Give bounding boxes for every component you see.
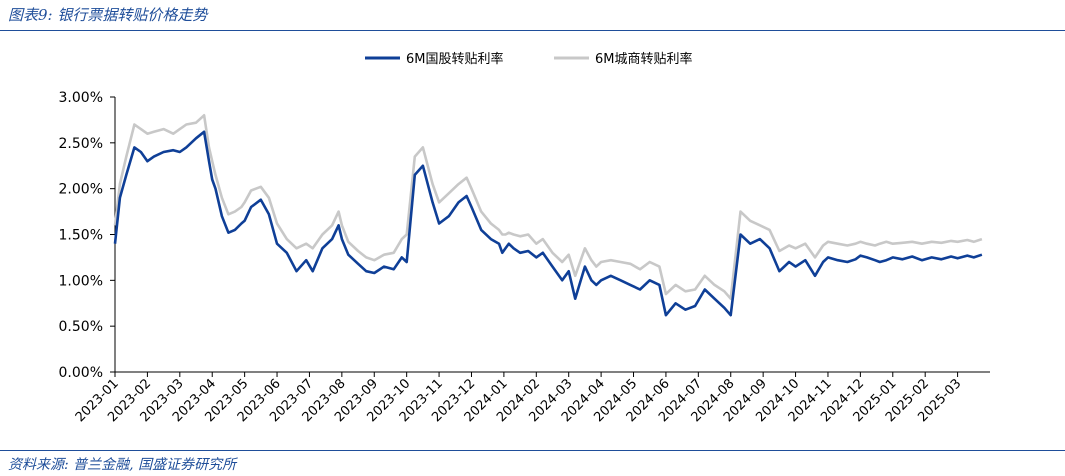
chart-series xyxy=(113,114,983,317)
y-tick-label: 2.00% xyxy=(59,182,103,198)
chart-legend: 6M国股转贴利率 6M城商转贴利率 xyxy=(365,51,693,67)
top-divider xyxy=(0,30,1065,31)
legend-label: 6M城商转贴利率 xyxy=(595,51,693,67)
chart-axes: 0.00%0.50%1.00%1.50%2.00%2.50%3.00%2023-… xyxy=(59,90,990,425)
y-tick-label: 0.50% xyxy=(59,319,103,335)
source-note: 资料来源: 普兰金融, 国盛证券研究所 xyxy=(8,457,237,473)
y-tick-label: 0.00% xyxy=(59,365,103,381)
bottom-divider xyxy=(0,450,1065,451)
y-tick-label: 2.50% xyxy=(59,136,103,152)
legend-label: 6M国股转贴利率 xyxy=(406,51,504,67)
y-tick-label: 1.00% xyxy=(59,273,103,289)
series-line-guogu xyxy=(113,130,983,317)
figure-title: 图表9: 银行票据转贴价格走势 xyxy=(8,6,208,24)
y-tick-label: 1.50% xyxy=(59,228,103,244)
y-tick-label: 3.00% xyxy=(59,90,103,106)
series-line-chengshang xyxy=(113,114,983,301)
